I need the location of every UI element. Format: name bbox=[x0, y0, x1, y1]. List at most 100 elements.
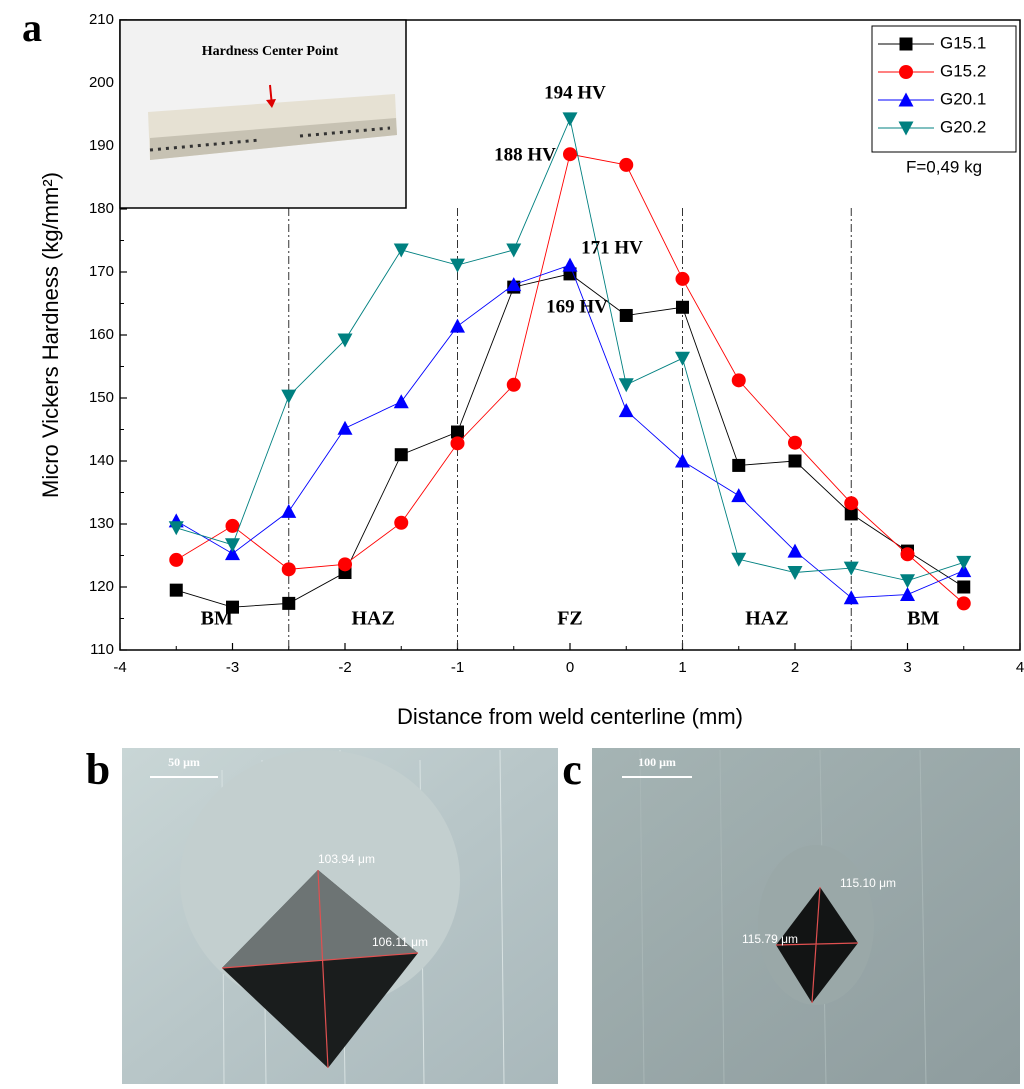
panel-label: a bbox=[22, 5, 42, 50]
y-tick-label: 180 bbox=[89, 200, 114, 217]
marker bbox=[900, 574, 915, 589]
y-axis-label: Micro Vickers Hardness (kg/mm²) bbox=[38, 172, 63, 498]
marker bbox=[676, 300, 689, 314]
panel-label: b bbox=[86, 745, 110, 794]
marker bbox=[450, 318, 465, 333]
y-tick-label: 130 bbox=[89, 515, 114, 532]
series-line bbox=[176, 273, 964, 608]
legend-label: G15.2 bbox=[940, 61, 986, 80]
legend-label: G20.2 bbox=[940, 117, 986, 136]
scale-bar-label: 100 μm bbox=[638, 755, 676, 769]
annotation: 188 HV bbox=[494, 144, 556, 165]
marker bbox=[168, 521, 184, 536]
x-tick-label: 4 bbox=[1016, 659, 1024, 676]
annotation: 171 HV bbox=[581, 237, 643, 258]
marker bbox=[225, 518, 240, 533]
marker bbox=[675, 453, 690, 468]
diagonal-label: 106.11 μm bbox=[372, 935, 428, 949]
marker bbox=[900, 547, 915, 562]
marker bbox=[450, 436, 465, 451]
marker bbox=[731, 373, 746, 388]
marker bbox=[899, 37, 913, 51]
legend: G15.1 G15.2 G20.1 G20.2 F=0,49 kg bbox=[871, 25, 1017, 176]
marker bbox=[506, 377, 521, 392]
marker bbox=[451, 425, 464, 439]
x-tick-label: -3 bbox=[226, 659, 239, 676]
y-tick-label: 210 bbox=[89, 11, 114, 28]
marker bbox=[506, 243, 522, 258]
micrograph bbox=[122, 748, 558, 1085]
marker bbox=[618, 403, 634, 418]
scale-bar-label: 50 μm bbox=[168, 755, 200, 769]
marker bbox=[956, 555, 972, 570]
marker bbox=[898, 92, 914, 107]
marker bbox=[619, 157, 634, 172]
y-tick-label: 160 bbox=[89, 326, 114, 343]
y-tick-label: 170 bbox=[89, 263, 114, 280]
marker bbox=[675, 271, 690, 286]
marker bbox=[957, 580, 971, 594]
x-tick-label: 2 bbox=[791, 659, 799, 676]
annotation: 169 HV bbox=[546, 296, 608, 317]
zone-label: FZ bbox=[557, 608, 583, 630]
marker bbox=[956, 596, 971, 611]
zone-label: BM bbox=[201, 608, 233, 630]
marker bbox=[562, 257, 578, 272]
marker bbox=[787, 566, 803, 581]
x-axis-label: Distance from weld centerline (mm) bbox=[397, 704, 743, 729]
legend-label: G15.1 bbox=[940, 33, 986, 52]
marker bbox=[900, 587, 915, 602]
y-tick-label: 140 bbox=[89, 452, 114, 469]
marker bbox=[450, 258, 465, 273]
marker bbox=[281, 389, 297, 404]
marker bbox=[843, 561, 859, 576]
zone-label: HAZ bbox=[745, 608, 788, 630]
y-tick-label: 110 bbox=[90, 641, 114, 658]
series-line bbox=[176, 153, 965, 604]
marker bbox=[844, 507, 858, 521]
x-tick-label: 0 bbox=[566, 659, 574, 676]
marker bbox=[788, 454, 802, 468]
marker bbox=[169, 583, 183, 597]
marker bbox=[226, 600, 239, 614]
marker bbox=[619, 308, 633, 322]
marker bbox=[731, 488, 747, 503]
marker bbox=[281, 503, 297, 518]
marker bbox=[282, 596, 296, 610]
x-tick-label: -2 bbox=[338, 659, 351, 676]
marker bbox=[338, 557, 352, 572]
marker bbox=[337, 420, 353, 435]
diagonal-label: 103.94 μm bbox=[318, 852, 375, 866]
marker bbox=[337, 333, 353, 348]
marker bbox=[393, 243, 409, 258]
x-tick-label: 1 bbox=[678, 659, 686, 676]
marker bbox=[732, 458, 746, 472]
marker bbox=[618, 378, 634, 393]
y-tick-label: 200 bbox=[89, 74, 114, 91]
marker bbox=[675, 351, 690, 366]
diagonal-label: 115.10 μm bbox=[840, 876, 896, 890]
marker bbox=[281, 562, 296, 577]
marker bbox=[844, 496, 859, 511]
marker bbox=[731, 552, 747, 567]
marker bbox=[225, 546, 240, 561]
inset-photo: Hardness Center Point bbox=[119, 19, 407, 209]
y-tick-label: 120 bbox=[89, 578, 114, 595]
zone-label: BM bbox=[907, 608, 939, 630]
panel-label: c bbox=[562, 745, 582, 794]
marker bbox=[394, 515, 409, 530]
legend-label: G20.1 bbox=[940, 89, 986, 108]
marker bbox=[506, 277, 522, 292]
annotation: 194 HV bbox=[544, 82, 606, 103]
inset-label: Hardness Center Point bbox=[202, 44, 339, 59]
x-tick-label: -1 bbox=[451, 659, 464, 676]
x-tick-label: 3 bbox=[903, 659, 911, 676]
marker bbox=[899, 65, 913, 79]
zone-label: HAZ bbox=[351, 608, 394, 630]
y-tick-label: 150 bbox=[89, 389, 114, 406]
marker bbox=[562, 112, 578, 127]
marker bbox=[225, 538, 240, 553]
marker bbox=[956, 563, 972, 578]
marker bbox=[898, 121, 914, 136]
